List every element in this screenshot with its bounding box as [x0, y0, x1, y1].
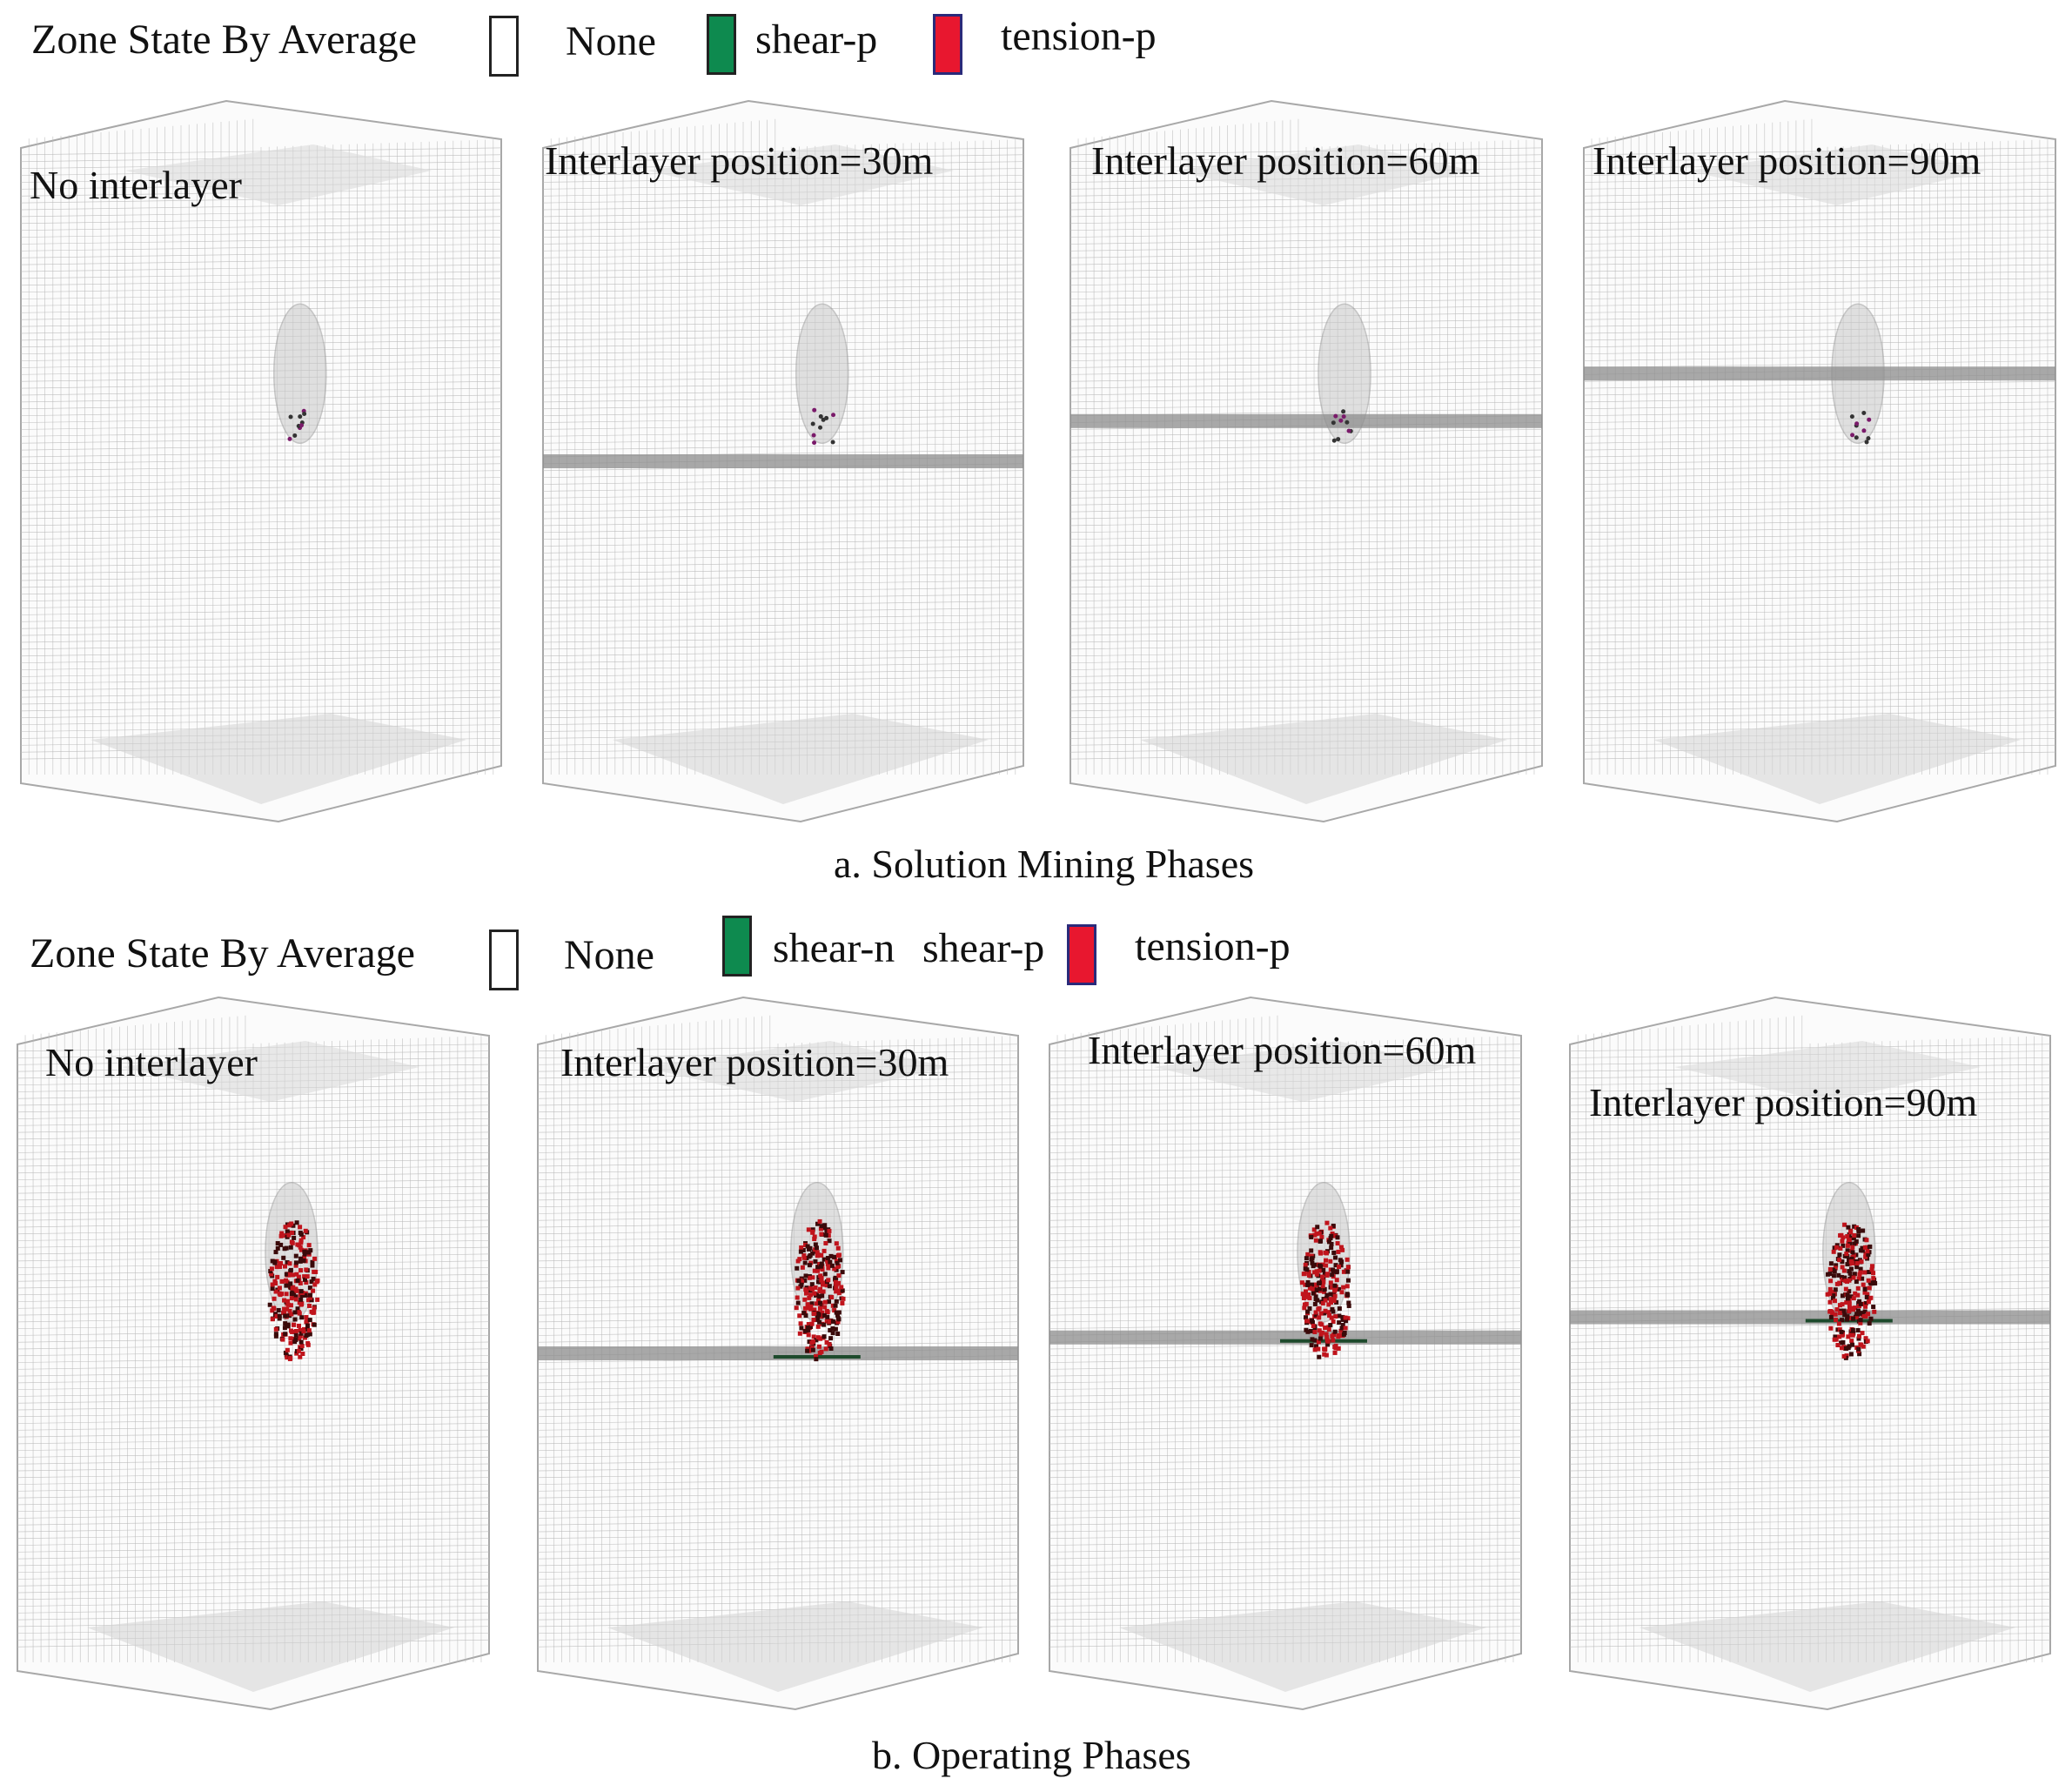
- damage-zone: [1331, 409, 1353, 443]
- interlayer-band: [1049, 1330, 1521, 1345]
- mesh-block: [1569, 996, 2051, 1711]
- panel-b-no-interlayer: No interlayer: [14, 992, 493, 1715]
- mesh-block: [20, 99, 502, 823]
- legend-label-none: None: [566, 18, 656, 64]
- damage-zone: [1849, 410, 1872, 445]
- legend-row-b: Zone State By Average None shear-n shear…: [0, 905, 2072, 1001]
- cavern-outline: [1318, 303, 1371, 444]
- legend-title: Zone State By Average: [31, 17, 417, 63]
- caption-a: a. Solution Mining Phases: [834, 842, 1255, 886]
- panel-a-interlayer-30m: Interlayer position=30m: [540, 96, 1027, 827]
- mesh-block: [542, 99, 1024, 823]
- legend-swatch-none: [489, 930, 519, 990]
- interlayer-band: [1570, 1310, 2050, 1325]
- damage-zone: [1299, 1220, 1351, 1359]
- damage-zone: [1825, 1222, 1878, 1360]
- legend-label-shear-p: shear-p: [922, 925, 1045, 971]
- mesh-block: [1070, 99, 1543, 823]
- legend-label-shear-n: shear-n: [773, 925, 895, 971]
- panel-a-interlayer-90m: Interlayer position=90m: [1580, 96, 2059, 827]
- mesh-wireframe: [1049, 996, 1522, 1711]
- legend-title: Zone State By Average: [30, 930, 415, 977]
- panel-a-interlayer-60m: Interlayer position=60m: [1067, 96, 1546, 827]
- panel-b-interlayer-60m: Interlayer position=60m: [1046, 992, 1525, 1715]
- damage-zone: [267, 1220, 320, 1361]
- mesh-wireframe: [1070, 99, 1543, 823]
- panel-label: Interlayer position=30m: [560, 1040, 949, 1084]
- panel-label: Interlayer position=60m: [1088, 1028, 1477, 1072]
- interlayer-band: [1584, 366, 2055, 381]
- panel-label: Interlayer position=90m: [1589, 1080, 1978, 1124]
- legend-label-tension-p: tension-p: [1001, 13, 1157, 59]
- panel-b-interlayer-90m: Interlayer position=90m: [1566, 992, 2054, 1715]
- panel-label: Interlayer position=30m: [545, 138, 934, 183]
- legend-label-tension-p: tension-p: [1135, 923, 1291, 970]
- legend-swatch-shear-n: [722, 916, 752, 977]
- mesh-block: [1583, 99, 2056, 823]
- damage-zone: [794, 1218, 846, 1362]
- panel-label: Interlayer position=90m: [1593, 138, 1981, 183]
- mesh-wireframe: [1583, 99, 2056, 823]
- legend-swatch-none: [489, 16, 519, 77]
- legend-swatch-tension-p: [1067, 924, 1096, 985]
- panel-a-no-interlayer: No interlayer: [17, 96, 505, 827]
- panel-label: Interlayer position=60m: [1091, 138, 1480, 183]
- legend-swatch-shear-p: [707, 14, 736, 75]
- interlayer-band: [1070, 413, 1542, 428]
- mesh-block: [1049, 996, 1522, 1711]
- mesh-block: [537, 996, 1019, 1711]
- panel-label: No interlayer: [45, 1040, 258, 1084]
- panel-b-interlayer-30m: Interlayer position=30m: [534, 992, 1022, 1715]
- cavern-outline: [273, 303, 327, 444]
- legend-swatch-tension-p: [933, 14, 962, 75]
- damage-zone: [810, 407, 836, 446]
- mesh-wireframe: [1569, 996, 2051, 1711]
- mesh-wireframe: [20, 99, 502, 823]
- mesh-block: [17, 996, 490, 1711]
- legend-row-a: Zone State By Average None shear-p tensi…: [0, 0, 2072, 96]
- legend-label-none: None: [564, 932, 654, 978]
- caption-b: b. Operating Phases: [872, 1733, 1191, 1777]
- legend-label-shear-p: shear-p: [755, 17, 878, 63]
- cavern-outline: [795, 303, 849, 444]
- panel-label: No interlayer: [30, 163, 242, 207]
- damage-zone: [287, 408, 307, 441]
- mesh-wireframe: [17, 996, 490, 1711]
- interlayer-band: [538, 1346, 1018, 1360]
- interlayer-band: [543, 454, 1023, 468]
